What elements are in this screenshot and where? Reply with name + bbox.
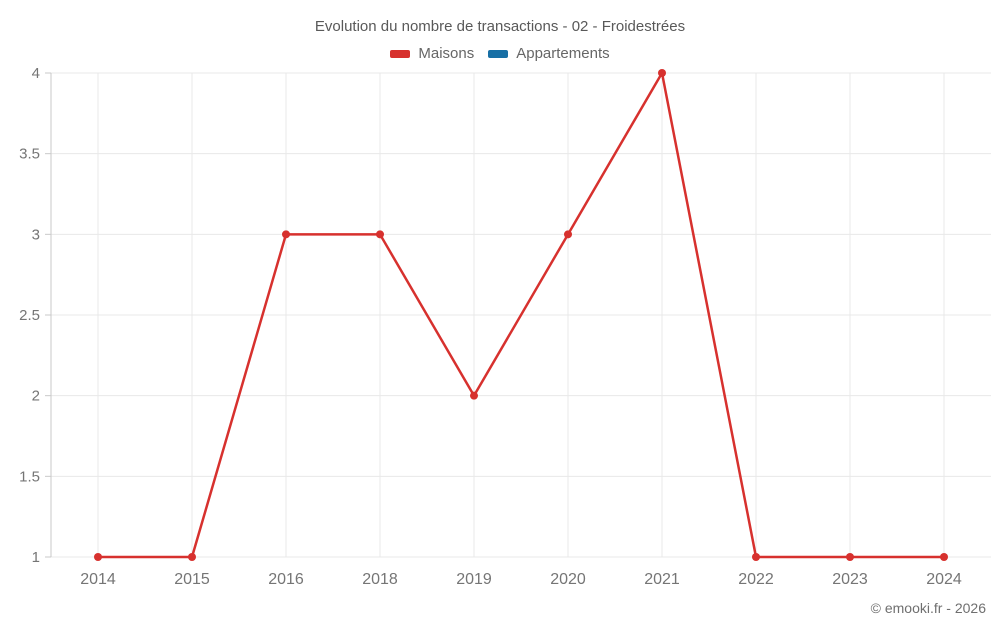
maisons-data-point: [846, 553, 854, 561]
chart-legend: Maisons Appartements: [0, 45, 1000, 62]
chart-title: Evolution du nombre de transactions - 02…: [314, 18, 686, 35]
y-axis-tick-label: 1: [32, 549, 40, 566]
legend-item-appartements[interactable]: Appartements: [488, 45, 610, 62]
appartements-series-swatch-icon: [488, 49, 509, 58]
maisons-data-point: [658, 69, 666, 77]
x-axis-tick-label: 2020: [550, 571, 586, 588]
x-axis-tick-label: 2023: [832, 571, 868, 588]
x-axis-tick-label: 2014: [80, 571, 116, 588]
maisons-data-point: [470, 391, 478, 400]
legend-item-maisons[interactable]: Maisons: [390, 45, 474, 62]
legend-label-maisons: Maisons: [418, 45, 475, 62]
x-axis-tick-label: 2022: [738, 571, 774, 588]
y-axis-tick-label: 4: [32, 65, 40, 82]
x-axis-tick-label: 2019: [456, 571, 492, 588]
maisons-data-point: [282, 230, 290, 239]
y-axis-tick-label: 2: [32, 388, 40, 405]
maisons-data-point: [752, 553, 760, 561]
y-axis-tick-label: 3.5: [19, 146, 40, 163]
x-axis-tick-label: 2018: [362, 571, 398, 588]
maisons-series-swatch-icon: [390, 49, 411, 58]
y-axis-tick-label: 2.5: [19, 307, 40, 324]
maisons-series-line: [96, 71, 946, 559]
copyright-text: © emooki.fr - 2026: [870, 600, 986, 616]
maisons-data-point: [564, 230, 572, 239]
x-axis-tick-label: 2024: [926, 571, 962, 588]
y-axis-tick-label: 3: [32, 226, 40, 243]
maisons-data-point: [940, 553, 948, 561]
x-axis-tick-label: 2021: [644, 571, 680, 588]
maisons-data-point: [376, 230, 384, 239]
maisons-data-point: [94, 553, 102, 561]
legend-label-appartements: Appartements: [516, 45, 610, 62]
y-axis-tick-label: 1.5: [19, 468, 40, 485]
x-axis-tick-label: 2015: [174, 571, 210, 588]
x-axis-tick-label: 2016: [268, 571, 304, 588]
maisons-data-point: [188, 553, 196, 561]
